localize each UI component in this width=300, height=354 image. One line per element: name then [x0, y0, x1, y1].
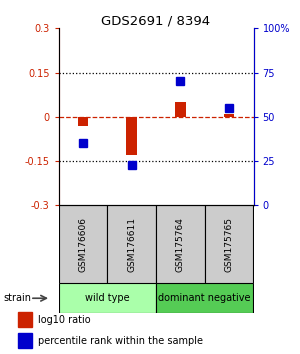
Text: GSM176606: GSM176606: [78, 217, 87, 272]
Bar: [156, 205, 205, 283]
Bar: [58, 205, 107, 283]
Bar: [205, 205, 254, 283]
Text: GSM175764: GSM175764: [176, 217, 185, 272]
Title: GDS2691 / 8394: GDS2691 / 8394: [101, 14, 211, 27]
Bar: [224, 114, 235, 117]
Text: percentile rank within the sample: percentile rank within the sample: [38, 336, 203, 346]
Bar: [156, 283, 254, 313]
Bar: [175, 102, 186, 117]
Bar: [17, 312, 32, 327]
Bar: [58, 283, 156, 313]
Bar: [126, 117, 137, 155]
Text: GSM175765: GSM175765: [225, 217, 234, 272]
Bar: [17, 333, 32, 348]
Bar: [107, 205, 156, 283]
Text: wild type: wild type: [85, 293, 130, 303]
Text: strain: strain: [3, 293, 31, 303]
Text: log10 ratio: log10 ratio: [38, 315, 90, 325]
Bar: [77, 117, 88, 126]
Text: dominant negative: dominant negative: [158, 293, 251, 303]
Text: GSM176611: GSM176611: [127, 217, 136, 272]
